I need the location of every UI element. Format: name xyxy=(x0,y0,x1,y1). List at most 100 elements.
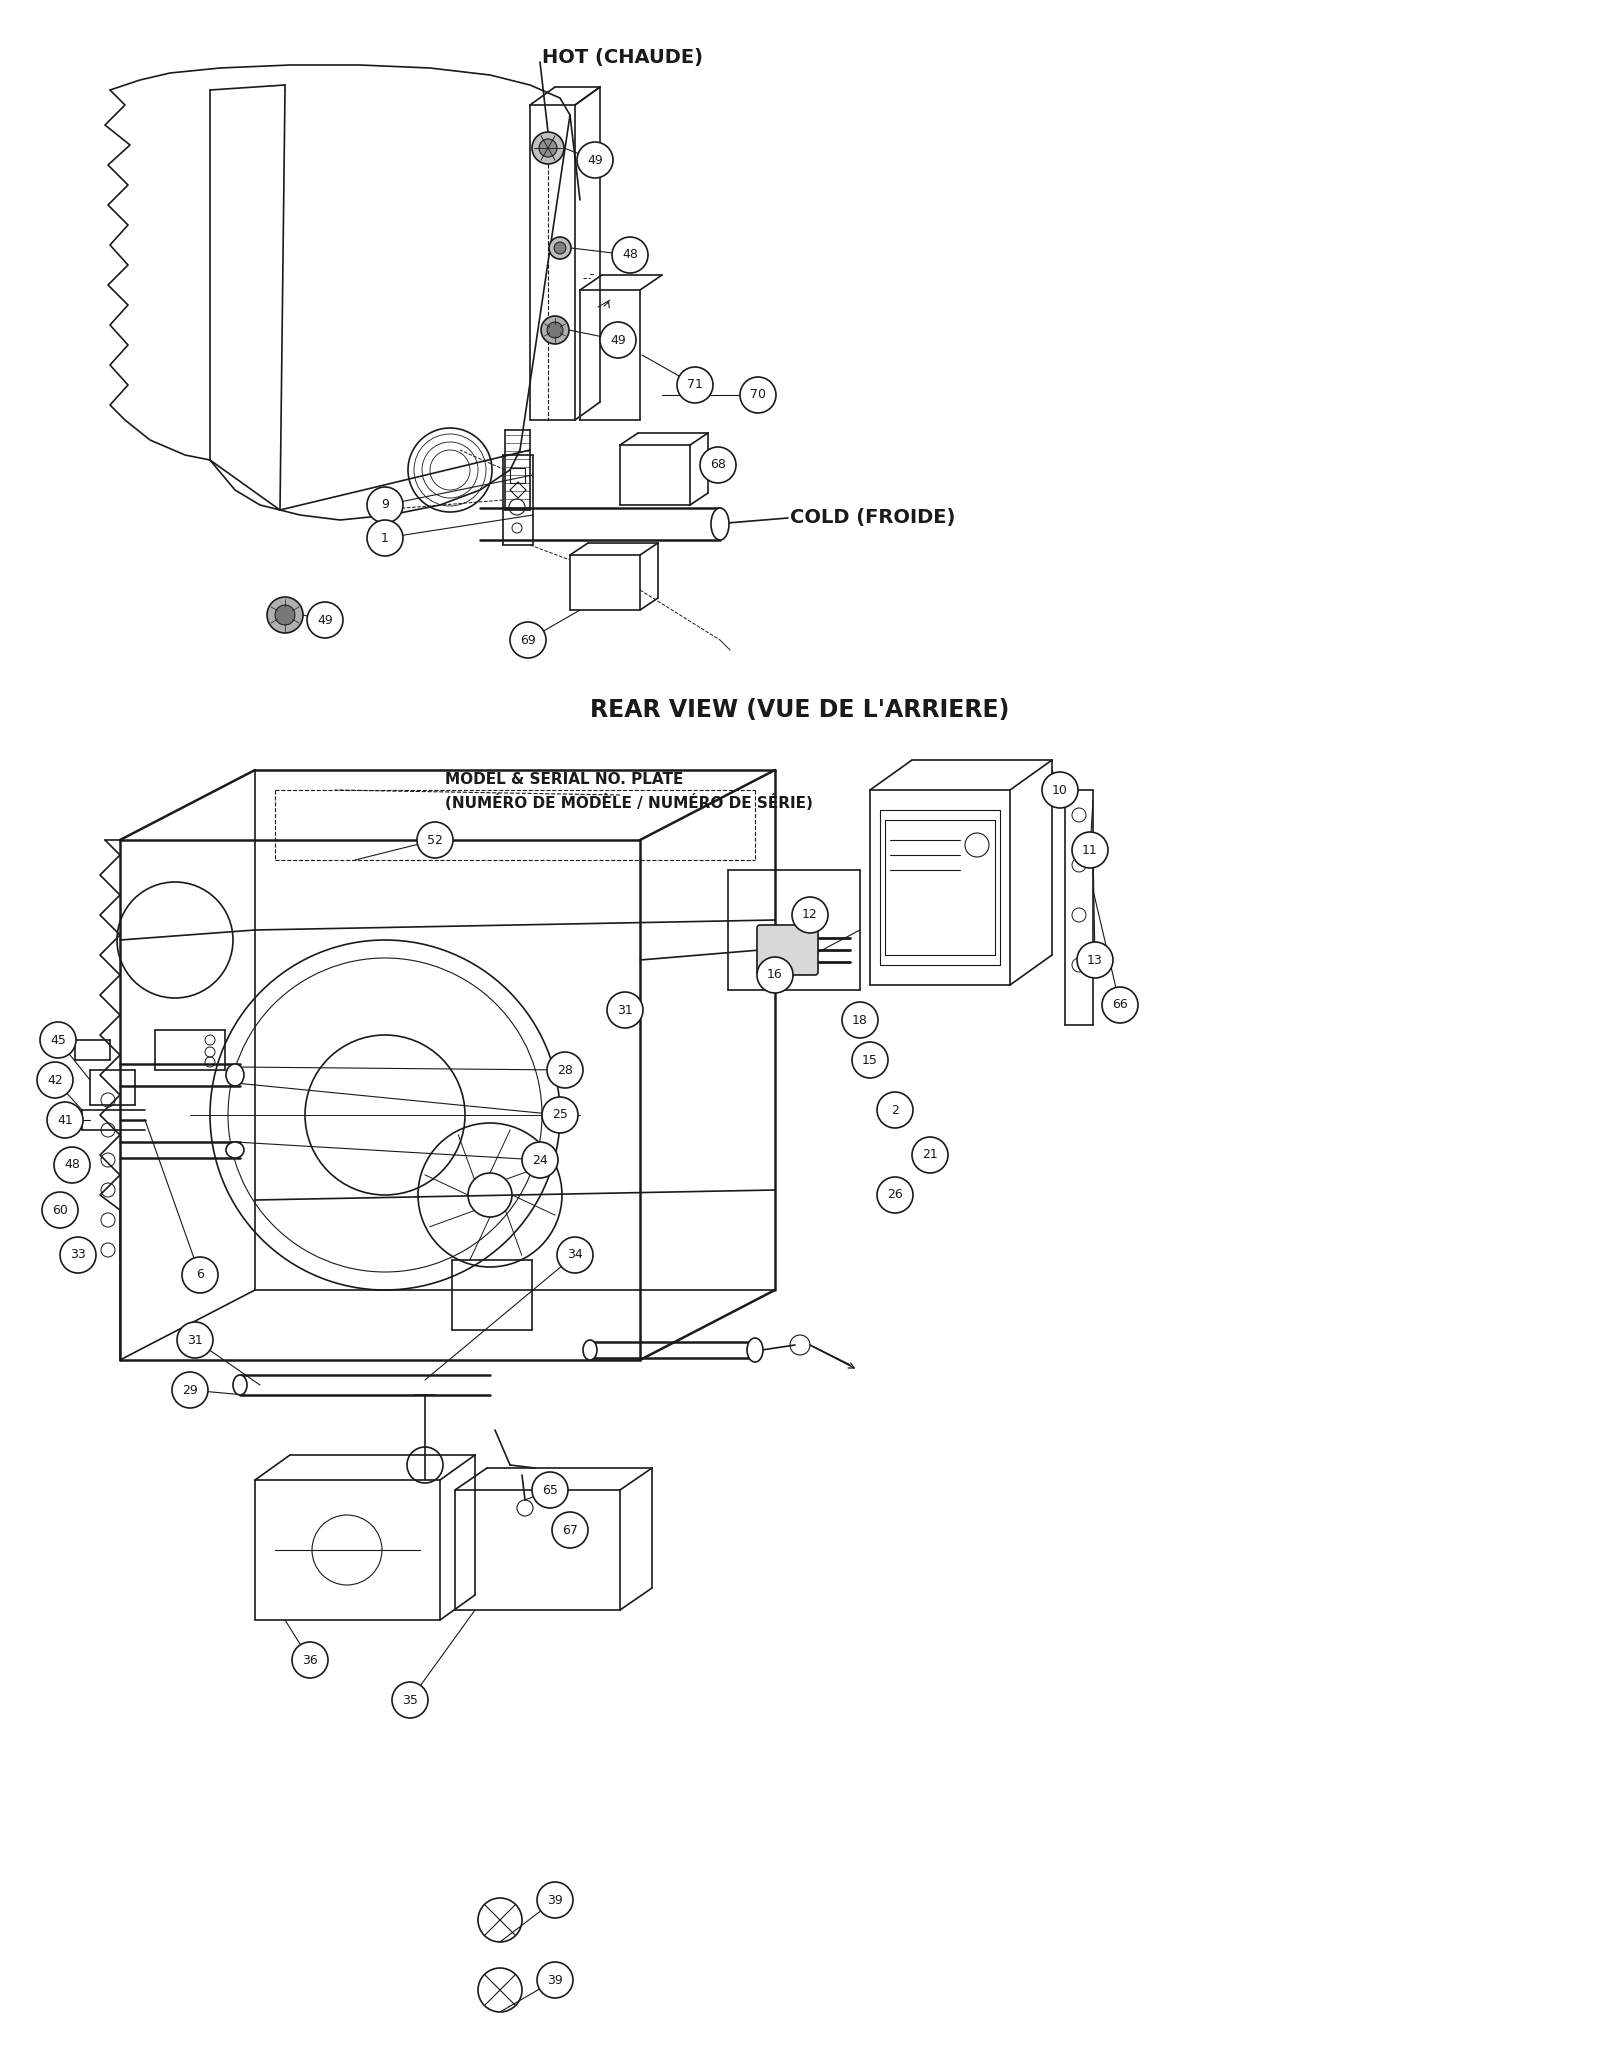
Circle shape xyxy=(522,1143,558,1178)
Circle shape xyxy=(557,1238,594,1273)
Text: 41: 41 xyxy=(58,1114,74,1126)
Circle shape xyxy=(42,1192,78,1228)
Ellipse shape xyxy=(582,1339,597,1360)
Text: 28: 28 xyxy=(557,1064,573,1076)
Text: 34: 34 xyxy=(566,1248,582,1261)
Ellipse shape xyxy=(226,1064,243,1087)
Text: 49: 49 xyxy=(587,153,603,166)
Text: 16: 16 xyxy=(766,969,782,981)
Circle shape xyxy=(739,377,776,414)
Text: 11: 11 xyxy=(1082,842,1098,857)
Text: 65: 65 xyxy=(542,1484,558,1497)
Circle shape xyxy=(510,621,546,658)
Text: 70: 70 xyxy=(750,389,766,402)
Circle shape xyxy=(606,992,643,1029)
Circle shape xyxy=(366,486,403,524)
Text: 1: 1 xyxy=(381,532,389,544)
Text: 48: 48 xyxy=(622,248,638,261)
Circle shape xyxy=(418,822,453,857)
Circle shape xyxy=(178,1323,213,1358)
Text: 6: 6 xyxy=(197,1269,203,1281)
Ellipse shape xyxy=(226,1143,243,1157)
Circle shape xyxy=(541,317,570,344)
Text: 49: 49 xyxy=(317,613,333,627)
Text: 68: 68 xyxy=(710,457,726,472)
Circle shape xyxy=(54,1147,90,1182)
Circle shape xyxy=(182,1256,218,1294)
Circle shape xyxy=(538,1962,573,1998)
Text: 48: 48 xyxy=(64,1159,80,1172)
Circle shape xyxy=(912,1136,947,1174)
Circle shape xyxy=(677,366,714,404)
Circle shape xyxy=(40,1023,77,1058)
Circle shape xyxy=(307,602,342,638)
Circle shape xyxy=(366,520,403,557)
Text: 45: 45 xyxy=(50,1033,66,1047)
Circle shape xyxy=(542,1097,578,1132)
Text: 69: 69 xyxy=(520,633,536,646)
Text: 2: 2 xyxy=(891,1103,899,1116)
Text: 25: 25 xyxy=(552,1110,568,1122)
Text: 21: 21 xyxy=(922,1149,938,1161)
Circle shape xyxy=(877,1093,914,1128)
Text: 35: 35 xyxy=(402,1693,418,1706)
Text: 24: 24 xyxy=(533,1153,547,1167)
Ellipse shape xyxy=(234,1374,246,1395)
Text: 29: 29 xyxy=(182,1383,198,1397)
Text: 36: 36 xyxy=(302,1654,318,1666)
Circle shape xyxy=(600,323,637,358)
Circle shape xyxy=(701,447,736,482)
Text: 26: 26 xyxy=(886,1188,902,1201)
Circle shape xyxy=(842,1002,878,1037)
Text: 49: 49 xyxy=(610,333,626,346)
Circle shape xyxy=(46,1101,83,1138)
Text: COLD (FROIDE): COLD (FROIDE) xyxy=(790,509,955,528)
Text: 10: 10 xyxy=(1053,785,1067,797)
FancyBboxPatch shape xyxy=(757,925,818,975)
Text: 9: 9 xyxy=(381,499,389,511)
Text: 60: 60 xyxy=(53,1203,67,1217)
Text: 18: 18 xyxy=(853,1014,867,1027)
Circle shape xyxy=(1072,832,1107,867)
Text: 52: 52 xyxy=(427,834,443,847)
Circle shape xyxy=(792,896,829,934)
Text: (NUMÉRO DE MODÈLE / NUMÉRO DE SÉRIE): (NUMÉRO DE MODÈLE / NUMÉRO DE SÉRIE) xyxy=(445,795,813,811)
Circle shape xyxy=(611,236,648,273)
Circle shape xyxy=(173,1372,208,1408)
Circle shape xyxy=(275,604,294,625)
Circle shape xyxy=(851,1041,888,1078)
Circle shape xyxy=(267,596,302,633)
Circle shape xyxy=(392,1683,429,1718)
Circle shape xyxy=(547,1052,582,1089)
Text: 39: 39 xyxy=(547,1973,563,1987)
Circle shape xyxy=(531,132,563,164)
Circle shape xyxy=(578,143,613,178)
Circle shape xyxy=(877,1178,914,1213)
Text: 33: 33 xyxy=(70,1248,86,1261)
Text: 39: 39 xyxy=(547,1894,563,1906)
Circle shape xyxy=(61,1238,96,1273)
Ellipse shape xyxy=(747,1337,763,1362)
Circle shape xyxy=(531,1472,568,1509)
Text: MODEL & SERIAL NO. PLATE: MODEL & SERIAL NO. PLATE xyxy=(445,772,683,787)
Ellipse shape xyxy=(710,507,730,540)
Circle shape xyxy=(1077,942,1114,977)
Text: 71: 71 xyxy=(686,379,702,391)
Text: 12: 12 xyxy=(802,909,818,921)
Circle shape xyxy=(554,242,566,255)
Text: HOT (CHAUDE): HOT (CHAUDE) xyxy=(542,48,702,68)
Circle shape xyxy=(547,323,563,337)
Circle shape xyxy=(1102,987,1138,1023)
Circle shape xyxy=(37,1062,74,1097)
Circle shape xyxy=(549,236,571,259)
Circle shape xyxy=(539,139,557,157)
Text: 67: 67 xyxy=(562,1524,578,1536)
Circle shape xyxy=(1042,772,1078,807)
Circle shape xyxy=(538,1882,573,1919)
Text: 15: 15 xyxy=(862,1054,878,1066)
Text: 31: 31 xyxy=(618,1004,634,1016)
Text: 31: 31 xyxy=(187,1333,203,1346)
Circle shape xyxy=(552,1511,589,1548)
Text: REAR VIEW (VUE DE L'ARRIERE): REAR VIEW (VUE DE L'ARRIERE) xyxy=(590,698,1010,722)
Circle shape xyxy=(757,956,794,994)
